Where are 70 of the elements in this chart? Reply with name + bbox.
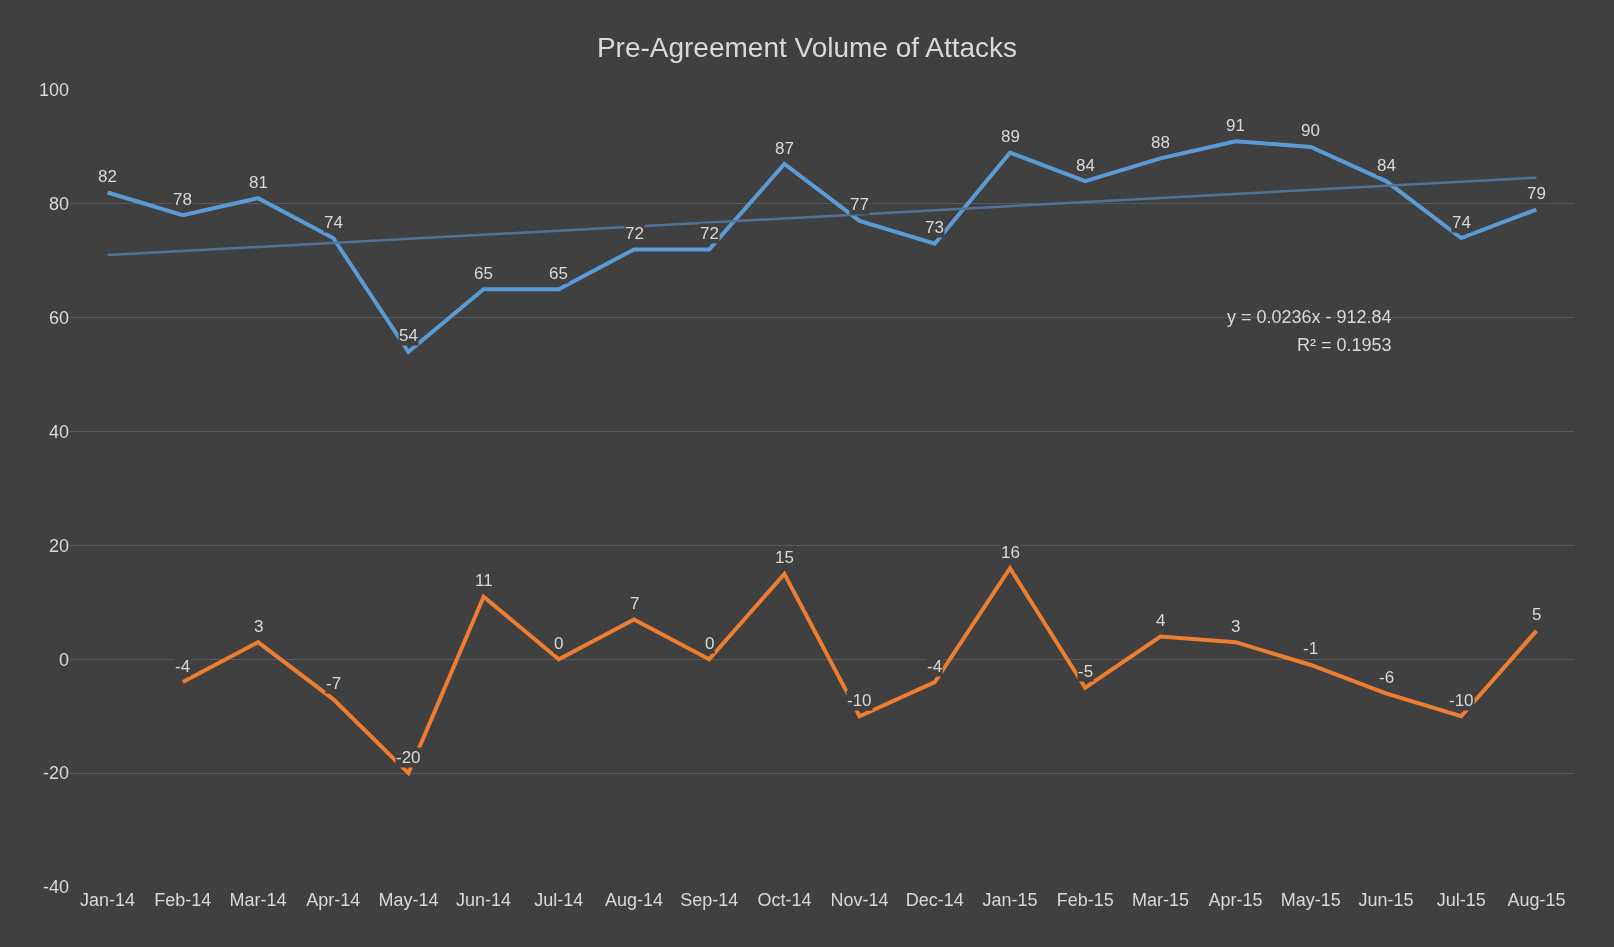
data-label: -20 [396, 748, 421, 767]
x-tick-label: Mar-15 [1131, 890, 1189, 910]
data-label: -4 [175, 657, 191, 676]
y-tick-label: 80 [48, 194, 69, 215]
y-tick-label: -40 [42, 877, 69, 898]
x-tick-label: Feb-15 [1056, 890, 1114, 910]
y-tick-label: 0 [58, 649, 69, 670]
data-label: 84 [1076, 156, 1095, 175]
data-label: 15 [775, 548, 794, 567]
data-label: 84 [1377, 156, 1396, 175]
x-tick-label: Oct-14 [757, 890, 812, 910]
data-label: 74 [324, 213, 343, 232]
data-label: 89 [1001, 127, 1020, 146]
data-label: 65 [474, 264, 493, 283]
data-label: -5 [1078, 662, 1094, 681]
x-tick-label: May-14 [378, 890, 439, 910]
chart-title: Pre-Agreement Volume of Attacks [596, 32, 1018, 64]
x-tick-label: Apr-15 [1208, 890, 1263, 910]
data-label: 7 [630, 594, 640, 613]
x-tick-label: Jul-14 [534, 890, 584, 910]
data-label: 79 [1527, 184, 1546, 203]
x-tick-label: Sep-14 [680, 890, 739, 910]
y-tick-label: -20 [42, 763, 69, 784]
x-tick-label: Dec-14 [905, 890, 964, 910]
data-label: 0 [554, 634, 564, 653]
x-tick-label: Jun-14 [456, 890, 512, 910]
x-tick-label: Jul-15 [1436, 890, 1486, 910]
data-label: 0 [705, 634, 715, 653]
data-label: -1 [1303, 639, 1319, 658]
data-label: 72 [625, 224, 644, 243]
data-label: 82 [98, 167, 117, 186]
x-tick-label: Jan-14 [80, 890, 136, 910]
data-label: -10 [847, 691, 872, 710]
y-tick-label: 20 [48, 535, 69, 556]
data-label: 73 [925, 218, 944, 237]
data-label: 87 [775, 139, 794, 158]
annotation: y = 0.0236x - 912.84 [1227, 307, 1392, 327]
annotation: R² = 0.1953 [1297, 335, 1392, 355]
x-tick-label: Apr-14 [306, 890, 361, 910]
data-label: -7 [326, 674, 342, 693]
data-label: 11 [475, 571, 493, 590]
data-label: 54 [399, 326, 418, 345]
data-label: 72 [700, 224, 719, 243]
data-label: 90 [1301, 121, 1320, 140]
data-label: 4 [1156, 611, 1166, 630]
data-label: 88 [1151, 133, 1170, 152]
x-tick-label: May-15 [1280, 890, 1341, 910]
y-tick-label: 40 [48, 421, 69, 442]
data-label: -6 [1379, 668, 1395, 687]
x-tick-label: Aug-15 [1507, 890, 1566, 910]
y-tick-label: 60 [48, 308, 69, 329]
data-label: -10 [1449, 691, 1474, 710]
data-label: 74 [1452, 213, 1471, 232]
x-tick-label: Jun-15 [1358, 890, 1414, 910]
data-label: 77 [850, 195, 869, 214]
x-tick-label: Mar-14 [229, 890, 287, 910]
x-tick-label: Nov-14 [830, 890, 889, 910]
data-label: -4 [927, 657, 943, 676]
data-label: 78 [173, 190, 192, 209]
x-tick-label: Jan-15 [982, 890, 1038, 910]
data-label: 3 [254, 617, 264, 636]
data-label: 81 [249, 173, 268, 192]
data-label: 3 [1231, 617, 1241, 636]
data-label: 65 [549, 264, 568, 283]
data-label: 5 [1532, 605, 1542, 624]
data-label: 91 [1226, 116, 1245, 135]
x-tick-label: Aug-14 [604, 890, 664, 910]
y-tick-label: 100 [38, 80, 69, 101]
x-tick-label: Feb-14 [154, 890, 212, 910]
data-label: 16 [1001, 543, 1020, 562]
